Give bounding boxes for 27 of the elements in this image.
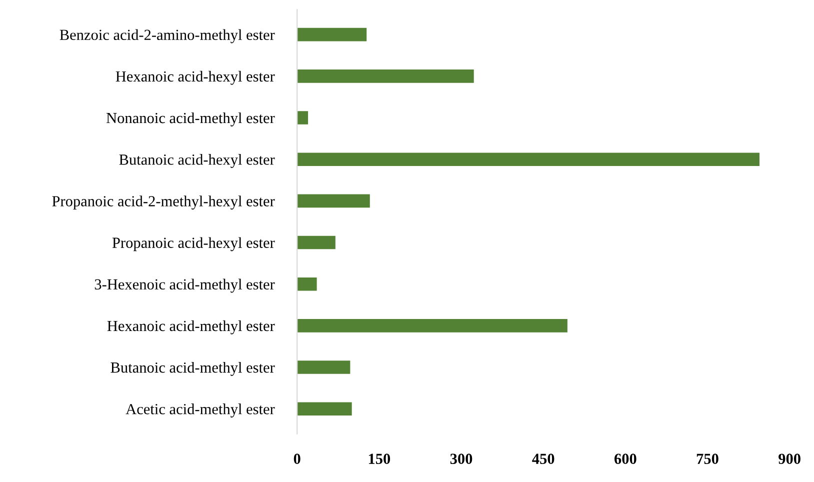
- y-tick-label: Benzoic acid-2-amino-methyl ester: [60, 29, 275, 44]
- bar: [297, 236, 336, 250]
- bar: [297, 402, 352, 416]
- x-tick-label: 150: [368, 454, 390, 464]
- bar: [297, 277, 317, 291]
- bar: [297, 28, 367, 42]
- x-tick-label: 900: [778, 454, 800, 464]
- y-tick-label: Hexanoic acid-hexyl ester: [116, 70, 275, 85]
- y-tick-label: Nonanoic acid-methyl ester: [106, 112, 275, 126]
- x-tick-label: 450: [532, 454, 554, 464]
- bar: [297, 360, 350, 374]
- x-tick-label: 300: [450, 454, 472, 464]
- bar: [297, 111, 308, 124]
- y-tick-label: Hexanoic acid-methyl ester: [107, 320, 275, 334]
- bar: [297, 194, 370, 208]
- bar: [297, 70, 474, 83]
- y-tick-label: Propanoic acid-hexyl ester: [112, 237, 275, 252]
- y-tick-label: Propanoic acid-2-methyl-hexyl ester: [52, 196, 275, 210]
- x-tick-label: 0: [294, 454, 300, 464]
- bar: [297, 319, 568, 332]
- y-tick-label: Acetic acid-methyl ester: [126, 404, 275, 418]
- y-tick-label: Butanoic acid-methyl ester: [110, 362, 275, 376]
- x-tick-label: 600: [614, 454, 636, 464]
- y-tick-label: 3-Hexenoic acid-methyl ester: [94, 278, 275, 293]
- y-tick-label: Butanoic acid-hexyl ester: [119, 154, 275, 168]
- bar: [297, 152, 760, 166]
- x-tick-label: 750: [696, 454, 718, 464]
